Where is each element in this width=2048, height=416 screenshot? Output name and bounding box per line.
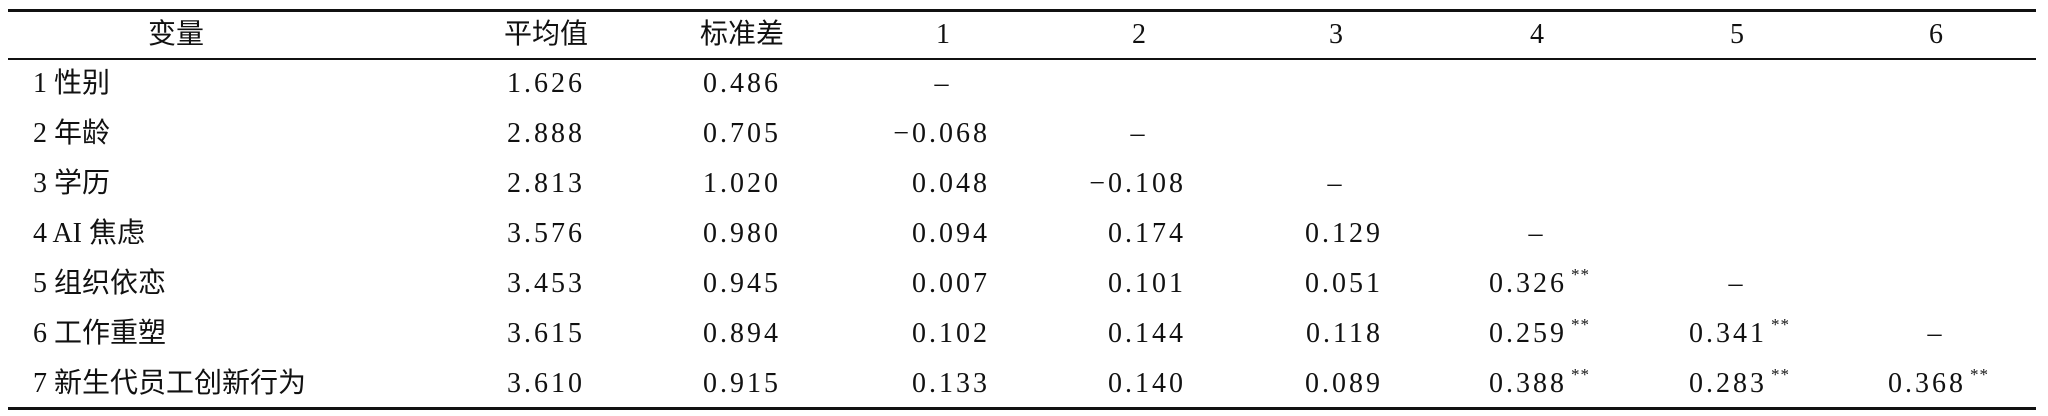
value-cell: 0.144 (1108, 318, 1186, 349)
value-cell: 3.453 (507, 268, 585, 299)
value-cell: 0.129 (1305, 218, 1383, 249)
value-cell: 0.980 (703, 218, 781, 249)
significance-mark: ** (1571, 265, 1590, 284)
value-cell: 0.140 (1108, 368, 1186, 399)
value-cell: 2.888 (507, 118, 585, 149)
value-cell: 3.576 (507, 218, 585, 249)
value-cell: 0.101 (1108, 268, 1186, 299)
value-cell: 0.007 (912, 268, 990, 299)
value-cell: 0.048 (912, 168, 990, 199)
significance-mark: ** (1571, 365, 1590, 384)
row-label: 5 组织依恋 (33, 268, 167, 299)
value-cell: 0.486 (703, 68, 781, 99)
value-cell: 0.705 (703, 118, 781, 149)
value-cell: 0.326 (1489, 268, 1567, 299)
value-cell: – (1327, 168, 1345, 199)
row-label: 2 年龄 (33, 118, 111, 149)
header-cell: 标准差 (699, 19, 784, 50)
header-cell: 2 (1132, 19, 1146, 50)
value-cell: −0.068 (893, 118, 990, 149)
header-cell: 1 (936, 19, 950, 50)
header-cell: 平均值 (503, 19, 588, 50)
header-cell: 变量 (147, 19, 204, 50)
value-cell: 2.813 (507, 168, 585, 199)
value-cell: 0.945 (703, 268, 781, 299)
row-label: 1 性别 (33, 68, 111, 99)
row-label: 7 新生代员工创新行为 (33, 368, 307, 399)
value-cell: 0.051 (1305, 268, 1383, 299)
row-label: 6 工作重塑 (33, 318, 167, 349)
top-rule (8, 9, 2036, 12)
value-cell: 3.615 (507, 318, 585, 349)
value-cell: 0.118 (1306, 318, 1383, 349)
value-cell: 3.610 (507, 368, 585, 399)
value-cell: 0.089 (1305, 368, 1383, 399)
header-cell: 4 (1530, 19, 1544, 50)
header-cell: 6 (1929, 19, 1943, 50)
value-cell: 0.894 (703, 318, 781, 349)
significance-mark: ** (1571, 315, 1590, 334)
value-cell: 0.915 (703, 368, 781, 399)
value-cell: – (1728, 268, 1746, 299)
value-cell: 0.133 (912, 368, 990, 399)
row-label: 4 AI 焦虑 (33, 218, 146, 249)
row-label: 3 学历 (33, 168, 111, 199)
significance-mark: ** (1771, 365, 1790, 384)
value-cell: 0.174 (1108, 218, 1186, 249)
header-cell: 5 (1730, 19, 1744, 50)
significance-mark: ** (1970, 365, 1989, 384)
value-cell: 0.259 (1489, 318, 1567, 349)
value-cell: 0.283 (1689, 368, 1767, 399)
value-cell: −0.108 (1089, 168, 1186, 199)
value-cell: – (1528, 218, 1546, 249)
value-cell: 0.094 (912, 218, 990, 249)
value-cell: 0.341 (1689, 318, 1767, 349)
value-cell: 1.020 (703, 168, 781, 199)
value-cell: – (934, 68, 952, 99)
bottom-rule (8, 407, 2036, 410)
value-cell: 0.368 (1888, 368, 1966, 399)
value-cell: 1.626 (507, 68, 585, 99)
value-cell: – (1927, 318, 1945, 349)
header-rule (8, 58, 2036, 60)
value-cell: – (1130, 118, 1148, 149)
value-cell: 0.388 (1489, 368, 1567, 399)
value-cell: 0.102 (912, 318, 990, 349)
header-cell: 3 (1329, 19, 1343, 50)
significance-mark: ** (1771, 315, 1790, 334)
